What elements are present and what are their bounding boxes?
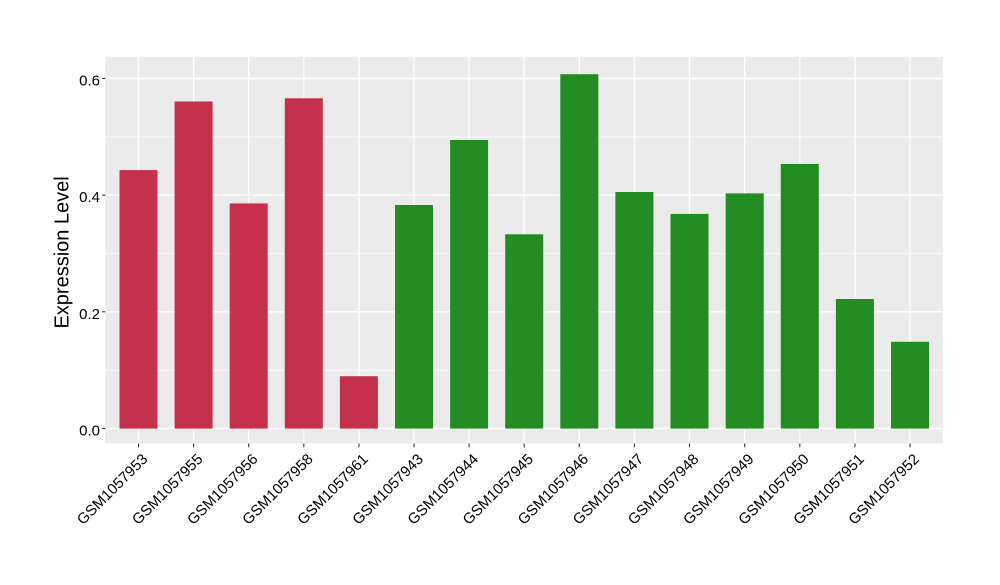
svg-text:0.2: 0.2 <box>79 306 100 323</box>
svg-text:0.0: 0.0 <box>79 423 100 440</box>
svg-text:Expression Level: Expression Level <box>52 176 74 328</box>
svg-text:0.4: 0.4 <box>79 189 100 206</box>
svg-text:0.6: 0.6 <box>79 73 100 90</box>
